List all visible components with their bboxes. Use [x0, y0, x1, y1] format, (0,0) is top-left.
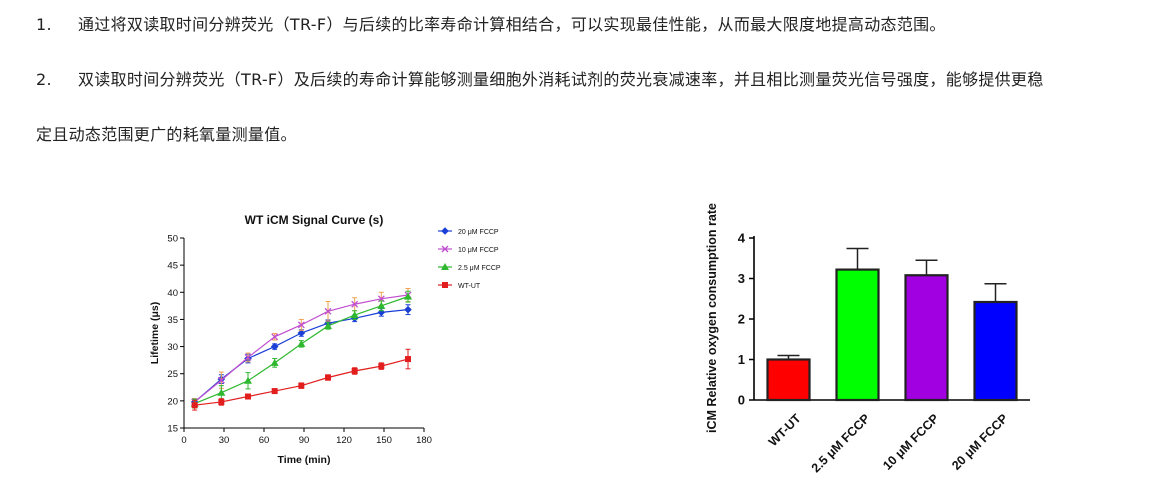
x-tick-label: 0 — [181, 435, 186, 446]
data-point — [245, 393, 251, 400]
list-number: 1. — [36, 15, 52, 34]
chart-title: WT iCM Signal Curve (s) — [245, 213, 384, 227]
list-number: 2. — [36, 70, 52, 89]
y-tick-label: 3 — [738, 271, 745, 286]
data-point — [297, 321, 305, 329]
y-tick-label: 4 — [738, 231, 746, 246]
bar — [835, 268, 880, 402]
x-tick-label: 180 — [416, 435, 432, 446]
data-point — [325, 374, 331, 381]
oxygen-consumption-bar-chart: 0 1 2 3 4 iCM Relative oxygen consumption rat… — [705, 203, 1030, 475]
data-point — [217, 376, 225, 384]
data-point — [271, 388, 278, 395]
data-point — [377, 301, 386, 309]
data-point — [217, 388, 226, 396]
data-point — [244, 353, 252, 361]
data-point — [405, 356, 411, 363]
series-group — [190, 290, 412, 409]
y-tick-label: 30 — [167, 342, 178, 353]
list-text: 通过将双读取时间分辨荧光（TR-F）与后续的比率寿命计算相结合，可以实现最佳性能… — [78, 15, 946, 34]
data-point — [297, 339, 306, 347]
data-point — [378, 363, 385, 370]
data-point — [324, 321, 332, 329]
x-tick-label: 2.5 μM FCCP — [809, 411, 873, 475]
data-point — [404, 292, 412, 300]
x-tick-label: 30 — [219, 435, 230, 446]
lifetime-line-chart: WT iCM Signal Curve (s) 15 20 25 30 35 40 45 50 0… — [149, 213, 501, 466]
legend-label: 20 μM FCCP — [458, 229, 499, 236]
list-item-1: 1. 通过将双读取时间分辨荧光（TR-F）与后续的比率寿命计算相结合，可以实现最佳… — [36, 15, 946, 35]
legend-marker — [441, 263, 449, 270]
list-text: 双读取时间分辨荧光（TR-F）及后续的寿命计算能够测量细胞外消耗试剂的荧光衰减速… — [78, 70, 1044, 89]
list-item-2: 2. 双读取时间分辨荧光（TR-F）及后续的寿命计算能够测量细胞外消耗试剂的荧光衰… — [36, 70, 1044, 90]
x-tick-label: 10 μM FCCP — [880, 411, 941, 472]
series-group — [191, 287, 412, 406]
legend-marker — [441, 227, 449, 235]
data-point — [298, 382, 305, 389]
x-tick-label: 150 — [376, 435, 392, 446]
data-point — [297, 329, 306, 337]
data-point — [218, 398, 225, 405]
list-text: 定且动态范围更广的耗氧量测量值。 — [36, 125, 297, 144]
legend-label: 2.5 μM FCCP — [458, 265, 501, 272]
data-point — [271, 333, 279, 341]
y-tick-label: 25 — [167, 369, 178, 380]
y-tick-label: 50 — [167, 234, 178, 245]
y-tick-label: 0 — [738, 393, 745, 408]
legend-marker — [441, 245, 449, 253]
list-item-2-continuation: 定且动态范围更广的耗氧量测量值。 — [36, 125, 297, 145]
data-point — [270, 342, 279, 351]
data-point — [404, 305, 412, 314]
data-point — [351, 368, 358, 374]
y-tick-label: 40 — [167, 288, 178, 299]
y-tick-label: 45 — [167, 261, 178, 272]
x-tick-label: 120 — [336, 435, 352, 446]
x-tick-label: 60 — [259, 435, 270, 446]
data-point — [244, 376, 252, 384]
data-point — [191, 402, 198, 409]
y-axis-label: iCM Relative oxygen consumption rate — [705, 203, 719, 433]
bar — [766, 358, 811, 402]
bar — [973, 300, 1018, 402]
y-axis-label: Lifetime (μs) — [149, 302, 161, 364]
x-tick-label: 20 μM FCCP — [949, 411, 1010, 472]
series-group — [191, 348, 411, 411]
bar — [904, 274, 949, 402]
y-tick-label: 2 — [738, 312, 745, 327]
y-tick-label: 15 — [167, 424, 178, 435]
x-tick-label: 90 — [299, 435, 310, 446]
y-tick-label: 20 — [167, 396, 178, 407]
legend-label: WT-UT — [458, 283, 481, 290]
x-axis-label: Time (min) — [278, 454, 331, 466]
data-point — [324, 307, 332, 315]
x-tick-label: WT-UT — [766, 411, 804, 449]
data-point — [350, 311, 359, 319]
y-tick-label: 1 — [738, 352, 745, 367]
y-tick-label: 35 — [167, 315, 178, 326]
legend-label: 10 μM FCCP — [458, 247, 499, 254]
legend-marker — [442, 282, 448, 288]
data-point — [351, 300, 359, 308]
series-line — [194, 358, 409, 406]
data-point — [270, 358, 279, 366]
